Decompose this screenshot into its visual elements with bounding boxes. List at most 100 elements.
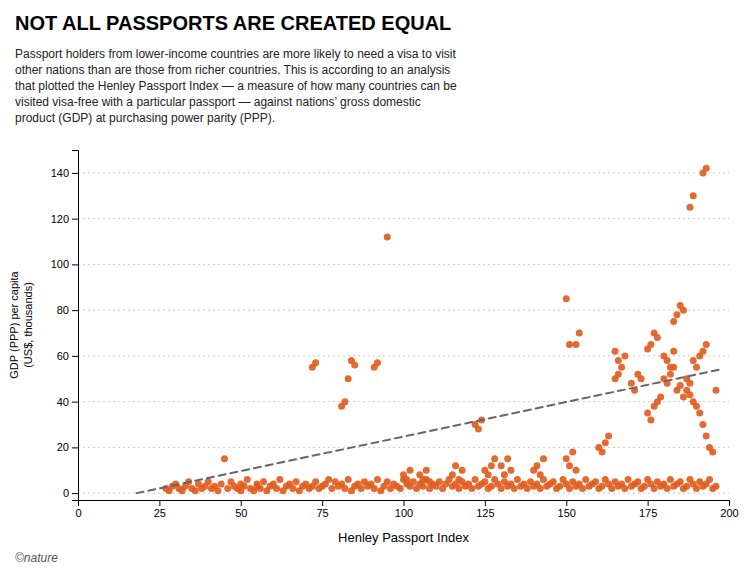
- point: [670, 318, 677, 325]
- point: [358, 485, 365, 492]
- point: [504, 455, 511, 462]
- x-tick: 50: [235, 500, 247, 519]
- point: [703, 341, 710, 348]
- point: [615, 371, 622, 378]
- point: [507, 467, 514, 474]
- point: [328, 485, 335, 492]
- grid-line: [78, 310, 729, 311]
- point: [699, 421, 706, 428]
- point: [533, 462, 540, 469]
- point: [371, 485, 378, 492]
- x-tick-label: 150: [558, 507, 576, 519]
- point: [468, 485, 475, 492]
- point: [289, 485, 296, 492]
- y-axis-label: GDP (PPP) per capita(US$, thousands): [8, 270, 34, 378]
- chart: NOT ALL PASSPORTS ARE CREATED EQUALPassp…: [0, 0, 751, 570]
- y-tick-label: 60: [57, 350, 69, 362]
- point: [667, 371, 674, 378]
- point: [599, 483, 606, 490]
- x-tick-label: 200: [720, 507, 738, 519]
- point: [481, 478, 488, 485]
- point: [602, 439, 609, 446]
- point: [693, 403, 700, 410]
- point: [699, 348, 706, 355]
- x-tick: 175: [639, 500, 657, 519]
- point: [276, 476, 283, 483]
- point: [374, 359, 381, 366]
- x-tick-mark: [241, 500, 242, 506]
- point: [374, 476, 381, 483]
- point: [556, 483, 563, 490]
- point: [563, 295, 570, 302]
- x-axis-line: [79, 501, 730, 507]
- subtitle-line: Passport holders from lower-income count…: [15, 47, 457, 61]
- point: [612, 348, 619, 355]
- subtitle: Passport holders from lower-income count…: [15, 47, 457, 125]
- point: [221, 455, 228, 462]
- point: [664, 485, 671, 492]
- y-axis-label-line: GDP (PPP) per capita: [8, 270, 20, 378]
- point: [257, 485, 264, 492]
- point: [514, 476, 521, 483]
- point: [501, 471, 508, 478]
- x-tick-label: 100: [395, 507, 413, 519]
- point: [488, 462, 495, 469]
- x-tick-mark: [404, 500, 405, 506]
- y-tick: 20: [57, 441, 78, 453]
- point: [524, 485, 531, 492]
- point: [599, 448, 606, 455]
- point: [664, 357, 671, 364]
- point: [192, 487, 199, 494]
- y-tick-label: 40: [57, 396, 69, 408]
- point: [657, 394, 664, 401]
- marks: [137, 165, 720, 495]
- point: [582, 476, 589, 483]
- point: [690, 192, 697, 199]
- point: [608, 485, 615, 492]
- x-tick-label: 75: [317, 507, 329, 519]
- point: [621, 485, 628, 492]
- scatter-series: [162, 165, 719, 495]
- point: [341, 398, 348, 405]
- point: [244, 476, 251, 483]
- point: [703, 432, 710, 439]
- point: [260, 478, 267, 485]
- y-tick: 100: [51, 258, 78, 270]
- point: [472, 476, 479, 483]
- x-tick: 200: [720, 500, 738, 519]
- point: [537, 471, 544, 478]
- point: [579, 485, 586, 492]
- x-tick-mark: [485, 500, 486, 506]
- y-tick-mark: [72, 173, 78, 174]
- subtitle-line: other nations than are those from richer…: [15, 63, 450, 77]
- x-tick: 0: [75, 500, 81, 519]
- point: [563, 455, 570, 462]
- point: [537, 485, 544, 492]
- grid-line: [78, 447, 729, 448]
- x-tick-label: 125: [476, 507, 494, 519]
- point: [686, 380, 693, 387]
- x-tick-label: 175: [639, 507, 657, 519]
- point: [218, 480, 225, 487]
- point: [706, 476, 713, 483]
- x-tick: 125: [476, 500, 494, 519]
- point: [511, 485, 518, 492]
- point: [644, 410, 651, 417]
- point: [312, 359, 319, 366]
- point: [455, 485, 462, 492]
- point: [241, 483, 248, 490]
- y-tick-label: 80: [57, 304, 69, 316]
- subtitle-line: that plotted the Henley Passport Index —…: [15, 79, 457, 93]
- y-axis: 020406080100120140: [51, 151, 79, 501]
- point: [224, 485, 231, 492]
- point: [686, 204, 693, 211]
- point: [703, 165, 710, 172]
- point: [634, 478, 641, 485]
- y-tick-mark: [72, 402, 78, 403]
- point: [566, 485, 573, 492]
- point: [498, 485, 505, 492]
- trend-line: [137, 370, 720, 494]
- point: [384, 233, 391, 240]
- point: [407, 467, 414, 474]
- subtitle-line: product (GDP) at purchasing power parity…: [15, 111, 275, 125]
